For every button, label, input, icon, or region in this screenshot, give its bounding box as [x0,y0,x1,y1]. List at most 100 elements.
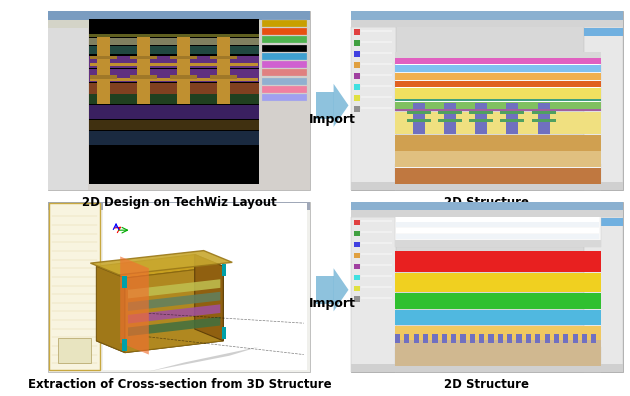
Bar [361,107,392,109]
Bar [47,20,310,28]
Bar [438,111,462,114]
Bar [130,55,157,59]
Bar [354,253,360,258]
Bar [396,211,599,216]
Bar [395,65,600,72]
Bar [573,334,578,343]
Bar [90,63,258,66]
Bar [396,240,599,245]
Bar [395,251,600,272]
Bar [404,334,410,343]
Bar [584,218,622,226]
Bar [361,32,392,35]
Bar [352,202,622,372]
Bar [500,119,524,122]
Polygon shape [96,266,125,352]
Bar [352,182,622,190]
Bar [479,334,484,343]
Bar [395,164,600,190]
Bar [395,310,600,325]
Bar [47,11,310,20]
Bar [89,83,259,93]
Bar [591,334,597,343]
Bar [361,234,392,236]
Bar [361,109,392,112]
Bar [395,326,600,340]
Bar [361,63,392,65]
Bar [352,20,622,27]
Bar [396,104,599,110]
Bar [395,347,600,372]
Bar [396,81,599,86]
Bar [89,19,259,184]
Bar [217,38,230,104]
Bar [395,88,600,101]
Bar [354,274,360,280]
Bar [470,334,475,343]
Bar [352,217,396,372]
Bar [395,81,600,87]
Polygon shape [120,257,149,354]
Polygon shape [125,266,223,352]
Bar [396,92,599,98]
Bar [517,334,522,343]
Bar [396,69,599,74]
Text: 2D Structure: 2D Structure [444,378,529,391]
Bar [262,28,307,35]
Bar [395,62,600,111]
Bar [352,27,396,190]
Bar [361,44,392,46]
Polygon shape [334,84,348,127]
Bar [89,55,259,68]
Bar [90,78,258,81]
Bar [137,38,150,104]
Bar [488,334,493,343]
Bar [532,119,556,122]
Polygon shape [91,251,232,275]
Bar [432,334,437,343]
Bar [554,334,559,343]
Bar [354,230,360,236]
Bar [58,338,91,363]
Bar [395,112,600,134]
Text: 2D Design on TechWiz Layout: 2D Design on TechWiz Layout [83,196,277,209]
Bar [354,40,360,46]
Bar [177,38,190,104]
Bar [361,286,392,288]
Bar [89,131,259,145]
Bar [413,103,425,134]
Bar [97,38,110,104]
Bar [395,168,600,184]
Bar [354,219,360,225]
Bar [582,334,587,343]
Bar [361,30,392,32]
Bar [396,75,599,80]
Bar [395,273,600,292]
Bar [354,62,360,68]
Bar [89,120,259,130]
Bar [361,300,392,302]
Bar [89,94,259,104]
Bar [262,86,307,93]
Bar [395,135,600,150]
Bar [169,75,197,79]
Bar [535,334,541,343]
Bar [500,111,524,114]
Bar [222,327,226,339]
Polygon shape [128,292,220,311]
Bar [395,293,600,309]
Polygon shape [128,279,220,299]
Bar [361,278,392,280]
Text: 2D Structure: 2D Structure [444,196,529,209]
Bar [361,54,392,57]
Bar [532,111,556,114]
Bar [361,264,392,266]
Bar [414,334,419,343]
Bar [395,52,600,60]
Bar [169,55,197,59]
Bar [361,220,392,222]
Bar [361,88,392,89]
Bar [361,65,392,68]
Bar [210,75,237,79]
Bar [262,94,307,101]
